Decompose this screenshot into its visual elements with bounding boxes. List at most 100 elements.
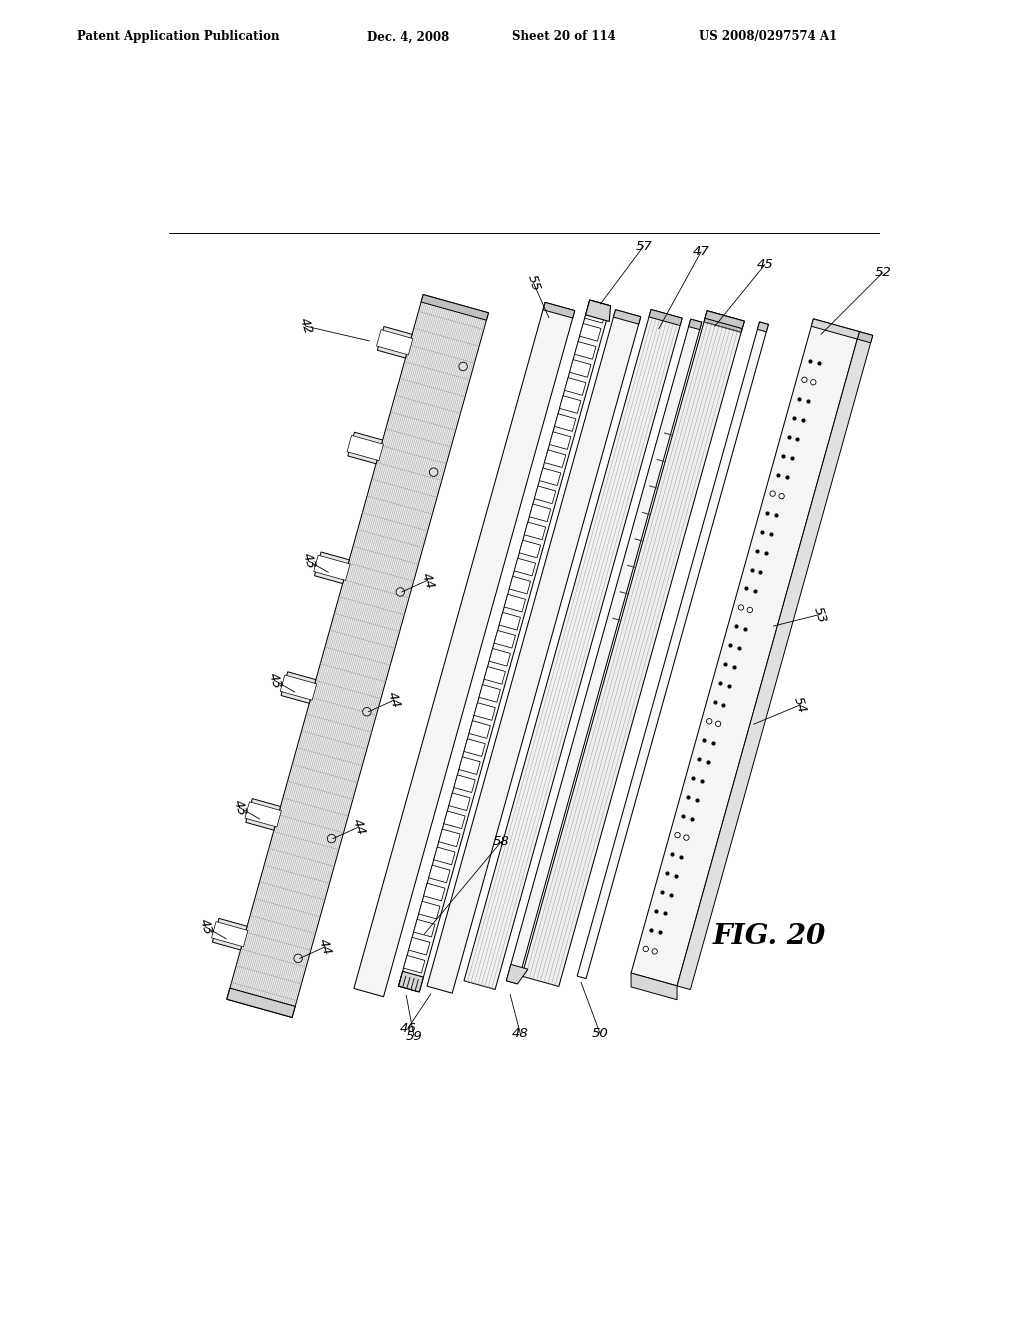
Text: 59: 59 bbox=[406, 1030, 422, 1043]
Polygon shape bbox=[578, 322, 768, 978]
Text: 42: 42 bbox=[297, 317, 315, 337]
Polygon shape bbox=[506, 319, 701, 983]
Text: FIG. 20: FIG. 20 bbox=[713, 923, 826, 949]
Circle shape bbox=[675, 833, 680, 838]
Polygon shape bbox=[429, 865, 450, 883]
Polygon shape bbox=[414, 919, 435, 937]
Polygon shape bbox=[313, 556, 350, 581]
Polygon shape bbox=[226, 989, 295, 1018]
Polygon shape bbox=[521, 310, 744, 986]
Polygon shape bbox=[398, 974, 420, 991]
Polygon shape bbox=[347, 436, 383, 461]
Polygon shape bbox=[377, 330, 413, 355]
Circle shape bbox=[396, 587, 404, 597]
Polygon shape bbox=[479, 685, 501, 702]
Polygon shape bbox=[281, 672, 315, 704]
Polygon shape bbox=[514, 558, 536, 576]
Polygon shape bbox=[354, 302, 574, 997]
Polygon shape bbox=[434, 847, 455, 865]
Text: 44: 44 bbox=[419, 570, 436, 590]
Polygon shape bbox=[245, 801, 282, 828]
Polygon shape bbox=[529, 504, 551, 521]
Polygon shape bbox=[409, 937, 430, 954]
Circle shape bbox=[802, 378, 807, 383]
Polygon shape bbox=[427, 310, 641, 993]
Polygon shape bbox=[509, 577, 530, 594]
Circle shape bbox=[748, 607, 753, 612]
Polygon shape bbox=[631, 319, 859, 986]
Polygon shape bbox=[484, 667, 506, 684]
Circle shape bbox=[328, 834, 336, 842]
Polygon shape bbox=[246, 799, 281, 830]
Polygon shape bbox=[495, 631, 515, 648]
Polygon shape bbox=[504, 594, 525, 612]
Text: 43: 43 bbox=[266, 671, 284, 690]
Text: 44: 44 bbox=[385, 690, 402, 710]
Polygon shape bbox=[459, 756, 480, 775]
Circle shape bbox=[429, 467, 438, 477]
Circle shape bbox=[459, 362, 467, 371]
Polygon shape bbox=[677, 331, 872, 990]
Polygon shape bbox=[758, 322, 768, 331]
Polygon shape bbox=[613, 310, 641, 325]
Circle shape bbox=[738, 605, 743, 610]
Polygon shape bbox=[403, 956, 425, 973]
Circle shape bbox=[770, 491, 775, 496]
Polygon shape bbox=[550, 432, 570, 449]
Polygon shape bbox=[706, 310, 744, 329]
Polygon shape bbox=[545, 450, 566, 467]
Polygon shape bbox=[419, 902, 440, 919]
Text: 45: 45 bbox=[757, 259, 773, 271]
Text: Sheet 20 of 114: Sheet 20 of 114 bbox=[512, 30, 615, 44]
Text: Patent Application Publication: Patent Application Publication bbox=[77, 30, 280, 44]
Polygon shape bbox=[586, 300, 610, 322]
Polygon shape bbox=[469, 721, 490, 738]
Polygon shape bbox=[489, 648, 510, 667]
Polygon shape bbox=[535, 486, 556, 504]
Circle shape bbox=[779, 494, 784, 499]
Circle shape bbox=[652, 949, 657, 954]
Polygon shape bbox=[631, 973, 677, 999]
Circle shape bbox=[294, 954, 302, 962]
Polygon shape bbox=[559, 396, 581, 413]
Circle shape bbox=[811, 380, 816, 385]
Text: 43: 43 bbox=[299, 550, 317, 570]
Polygon shape bbox=[474, 702, 496, 721]
Text: US 2008/0297574 A1: US 2008/0297574 A1 bbox=[699, 30, 838, 44]
Text: Dec. 4, 2008: Dec. 4, 2008 bbox=[367, 30, 449, 44]
Polygon shape bbox=[443, 810, 465, 829]
Polygon shape bbox=[424, 883, 445, 900]
Text: 57: 57 bbox=[635, 240, 652, 252]
Polygon shape bbox=[421, 294, 488, 321]
Text: 52: 52 bbox=[874, 267, 891, 279]
Polygon shape bbox=[506, 965, 528, 983]
Polygon shape bbox=[398, 300, 610, 991]
Text: 48: 48 bbox=[512, 1027, 528, 1040]
Circle shape bbox=[643, 946, 648, 952]
Text: 44: 44 bbox=[350, 817, 368, 837]
Text: 43: 43 bbox=[230, 797, 248, 817]
Polygon shape bbox=[585, 305, 606, 323]
Polygon shape bbox=[555, 413, 575, 432]
Polygon shape bbox=[348, 432, 383, 463]
Polygon shape bbox=[689, 319, 701, 330]
Polygon shape bbox=[519, 540, 541, 558]
Polygon shape bbox=[540, 469, 561, 486]
Circle shape bbox=[716, 721, 721, 726]
Polygon shape bbox=[464, 739, 485, 756]
Polygon shape bbox=[212, 919, 247, 950]
Polygon shape bbox=[398, 972, 423, 991]
Polygon shape bbox=[574, 342, 596, 359]
Polygon shape bbox=[281, 675, 316, 700]
Text: 47: 47 bbox=[692, 246, 710, 259]
Circle shape bbox=[362, 708, 371, 715]
Polygon shape bbox=[314, 552, 349, 583]
Polygon shape bbox=[543, 302, 574, 318]
Text: 46: 46 bbox=[399, 1022, 416, 1035]
Text: 58: 58 bbox=[493, 836, 510, 849]
Polygon shape bbox=[438, 829, 460, 846]
Text: 55: 55 bbox=[524, 273, 543, 293]
Polygon shape bbox=[377, 326, 412, 358]
Polygon shape bbox=[212, 921, 248, 946]
Polygon shape bbox=[226, 294, 488, 1018]
